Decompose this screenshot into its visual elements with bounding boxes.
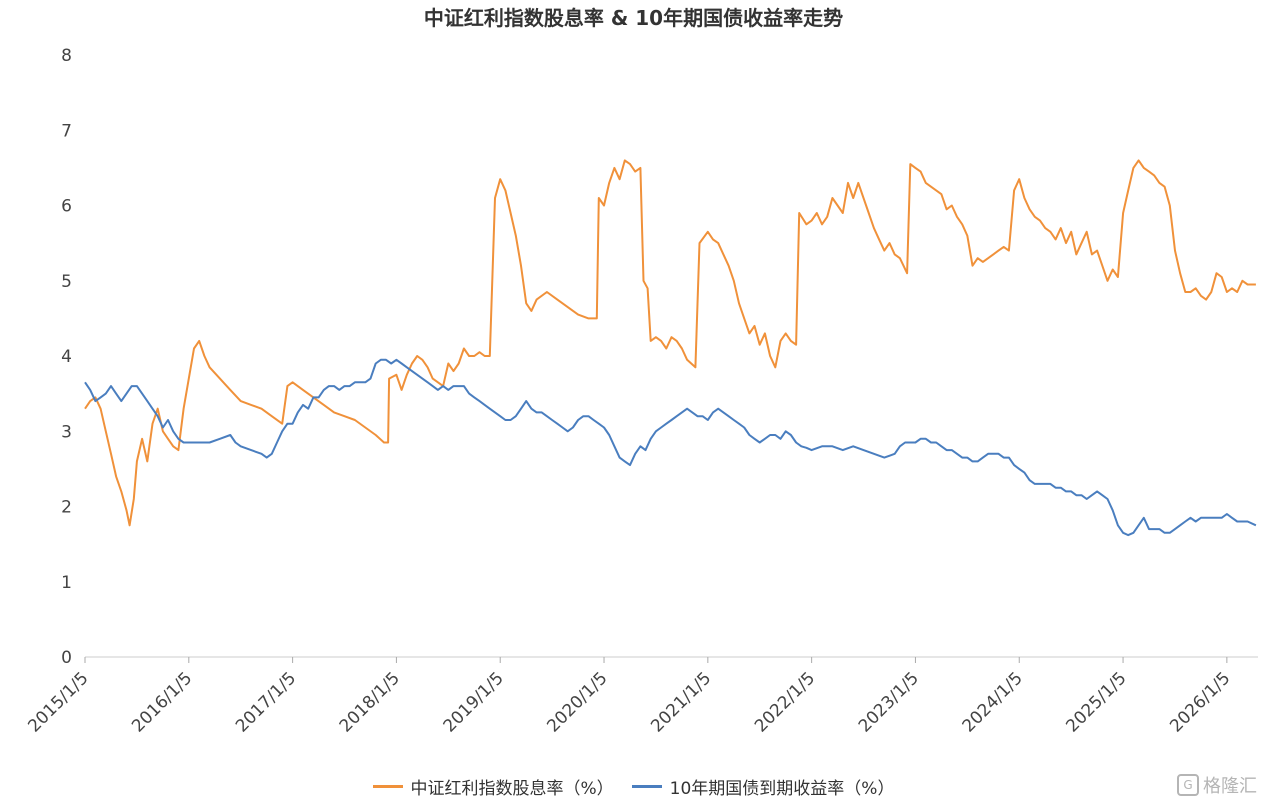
legend-swatch-dividend-yield: [372, 785, 403, 788]
watermark-text: 格隆汇: [1203, 776, 1257, 797]
x-tick-label: 2021/1/5: [647, 668, 715, 736]
x-tick-label: 2016/1/5: [128, 668, 196, 736]
x-tick-label: 2018/1/5: [336, 668, 404, 736]
series-line-bond-yield: [84, 358, 1257, 537]
legend-label-dividend-yield: 中证红利指数股息率（%）: [410, 779, 614, 799]
x-tick-label: 2023/1/5: [855, 668, 923, 736]
x-tick-label: 2026/1/5: [1166, 668, 1234, 736]
series-group: [84, 159, 1257, 537]
legend-item-bond-yield[interactable]: 10年期国债到期收益率（%）: [631, 774, 895, 799]
x-tick-label: 2024/1/5: [959, 668, 1027, 736]
y-tick-label: 7: [61, 121, 72, 141]
x-tick-label: 2022/1/5: [751, 668, 819, 736]
x-tick-label: 2020/1/5: [543, 668, 611, 736]
y-tick-label: 4: [61, 347, 72, 367]
y-axis: 0 1 2 3 4 5 6 7 8: [61, 46, 72, 668]
x-axis: 2015/1/5 2016/1/5 2017/1/5 2018/1/5 2019/1/5…: [24, 656, 1258, 737]
watermark: G 格隆汇: [1177, 772, 1257, 798]
y-tick-label: 2: [61, 498, 72, 518]
y-tick-label: 3: [61, 422, 72, 442]
legend-swatch-bond-yield: [631, 785, 662, 788]
chart-title: 中证红利指数股息率 & 10年期国债收益率走势: [423, 6, 844, 30]
y-tick-label: 0: [61, 648, 72, 668]
chart-plot: 0 1 2 3 4 5 6 7 8 2015/1/5 2016/1/5 2017/1/5 2018/1…: [24, 46, 1258, 737]
watermark-logo-icon: G: [1177, 774, 1199, 796]
x-tick-label: 2025/1/5: [1062, 668, 1130, 736]
y-tick-label: 8: [61, 46, 72, 66]
legend: 中证红利指数股息率（%） 10年期国债到期收益率（%）: [0, 774, 1267, 799]
x-tick-label: 2017/1/5: [232, 668, 300, 736]
legend-item-dividend-yield[interactable]: 中证红利指数股息率（%）: [372, 774, 614, 799]
x-tick-label: 2019/1/5: [440, 668, 508, 736]
series-line-dividend-yield: [84, 159, 1256, 527]
legend-label-bond-yield: 10年期国债到期收益率（%）: [669, 779, 895, 799]
y-tick-label: 6: [61, 197, 72, 217]
y-tick-label: 5: [61, 272, 72, 292]
y-tick-label: 1: [61, 573, 72, 593]
x-tick-label: 2015/1/5: [24, 668, 92, 736]
